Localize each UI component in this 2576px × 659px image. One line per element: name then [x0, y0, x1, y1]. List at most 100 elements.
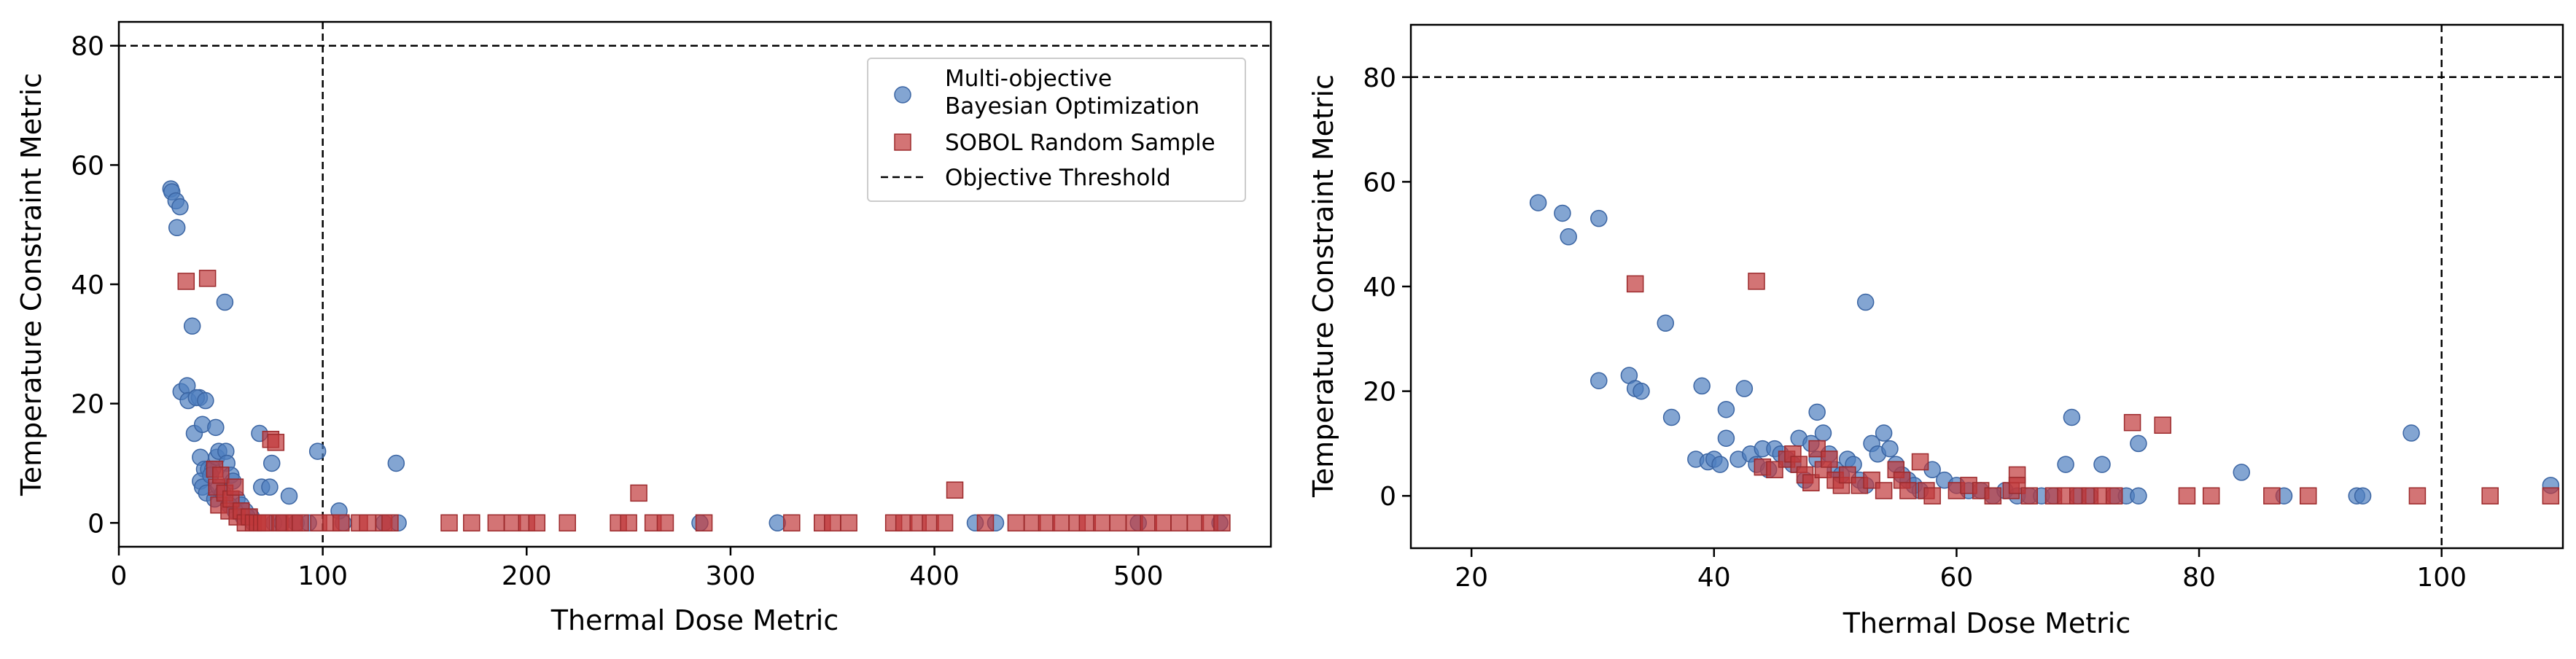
right-point-mobo [2057, 456, 2074, 473]
right-point-sobol [1984, 487, 2002, 504]
left-point-sobol [198, 270, 217, 287]
left-x-tick-label: 0 [111, 561, 128, 591]
left-y-tick-label: 20 [71, 390, 104, 420]
left-point-mobo [387, 454, 405, 472]
left-point-sobol [1052, 514, 1070, 532]
left-point-sobol [783, 514, 801, 532]
right-y-tick-label: 0 [1380, 482, 1396, 512]
left-point-sobol [935, 514, 954, 532]
right-point-sobol [2105, 487, 2123, 504]
right-y-tick-label: 60 [1363, 168, 1396, 198]
left-point-sobol [463, 514, 480, 532]
right-y-axis-label: Temperature Constraint Metric [1307, 74, 1339, 498]
right-point-sobol [2202, 487, 2220, 504]
left-point-sobol [656, 514, 674, 532]
right-point-sobol [2299, 487, 2317, 504]
left-point-sobol [503, 514, 521, 532]
left-point-sobol [1140, 514, 1157, 532]
right-point-mobo [1875, 424, 1893, 442]
left-point-sobol [1186, 514, 1205, 532]
left-point-mobo [197, 391, 214, 410]
left-point-sobol [1078, 514, 1097, 532]
left-point-mobo [768, 514, 787, 532]
right-point-mobo [1881, 440, 1899, 458]
left-point-sobol [226, 478, 244, 496]
left-threshold-lines [119, 22, 1271, 547]
right-x-tick-label: 80 [2182, 563, 2216, 593]
right-point-sobol [2178, 487, 2196, 504]
right-point-sobol [1626, 275, 1644, 293]
right-point-mobo [1808, 403, 1826, 421]
right-x-tick-label: 20 [1455, 563, 1488, 593]
left-point-mobo [216, 293, 234, 311]
left-point-sobol [1170, 514, 1188, 532]
left-point-sobol [1109, 514, 1127, 532]
left-y-tick-label: 60 [71, 151, 104, 181]
right-point-mobo [2130, 434, 2147, 453]
legend-label-threshold: Objective Threshold [945, 165, 1171, 191]
left-point-sobol [620, 514, 637, 532]
right-point-mobo [1590, 209, 1608, 227]
left-point-mobo [183, 317, 201, 335]
left-point-sobol [922, 514, 939, 532]
right-point-mobo [1814, 424, 1832, 442]
left-point-sobol [381, 514, 399, 532]
left-point-sobol [528, 514, 546, 532]
left-point-sobol [292, 514, 309, 532]
right-scatter-panel: 20 40 60 80 100 0 20 40 60 80 Thermal Dose Metri… [1307, 23, 2564, 639]
left-point-sobol [840, 514, 857, 532]
right-point-mobo [1529, 194, 1547, 211]
left-point-sobol [630, 484, 647, 502]
right-point-sobol [2542, 487, 2560, 504]
right-point-mobo [1590, 372, 1608, 389]
right-x-tick-label: 40 [1697, 563, 1731, 593]
right-point-sobol [1748, 273, 1765, 290]
legend-box [867, 58, 1246, 202]
right-point-sobol [1802, 474, 1820, 491]
left-point-sobol [824, 514, 841, 532]
left-point-sobol [946, 481, 964, 499]
left-y-tick-label: 40 [71, 270, 104, 300]
right-plot-frame [1409, 23, 2564, 550]
left-y-tick-label: 0 [87, 509, 104, 539]
left-point-sobol [212, 467, 230, 484]
left-point-sobol [177, 273, 195, 290]
right-point-sobol [2154, 416, 2171, 434]
left-scatter-panel: 0 100 200 300 400 500 0 20 40 60 80 Thermal Dose … [15, 20, 1272, 636]
left-point-mobo [262, 454, 281, 472]
right-point-mobo [2130, 487, 2147, 504]
right-point-mobo [1711, 456, 1729, 473]
right-point-mobo [1856, 293, 1875, 311]
left-point-sobol [1024, 514, 1041, 532]
left-x-tick-label: 300 [706, 561, 756, 591]
left-point-sobol [1154, 514, 1172, 532]
right-point-sobol [2263, 487, 2281, 504]
right-point-mobo [1717, 400, 1735, 418]
right-x-tick-label: 60 [1940, 563, 1974, 593]
left-x-ticks: 0 100 200 300 400 500 [111, 547, 1164, 591]
right-threshold-lines [1411, 25, 2563, 548]
left-point-mobo [280, 487, 298, 505]
left-point-sobol [895, 514, 913, 532]
left-point-sobol [1213, 514, 1231, 532]
left-x-tick-label: 400 [909, 561, 960, 591]
right-point-sobol [1923, 487, 1941, 504]
left-point-sobol [695, 514, 713, 532]
right-x-ticks: 20 40 60 80 100 [1455, 548, 2467, 593]
right-point-mobo [1693, 377, 1711, 395]
right-point-mobo [2354, 487, 2372, 504]
right-point-mobo [2093, 456, 2111, 473]
left-point-mobo [308, 442, 327, 460]
legend-marker-sobol [894, 133, 911, 151]
right-point-mobo [1662, 408, 1681, 426]
left-point-sobol [1125, 514, 1143, 532]
left-point-sobol [1093, 514, 1110, 532]
left-point-sobol [487, 514, 505, 532]
left-point-sobol [267, 434, 285, 451]
left-point-sobol [440, 514, 458, 532]
right-point-mobo [1657, 314, 1675, 332]
right-point-mobo [2402, 424, 2420, 442]
right-point-sobol [1875, 482, 1893, 499]
right-point-mobo [1554, 204, 1571, 222]
